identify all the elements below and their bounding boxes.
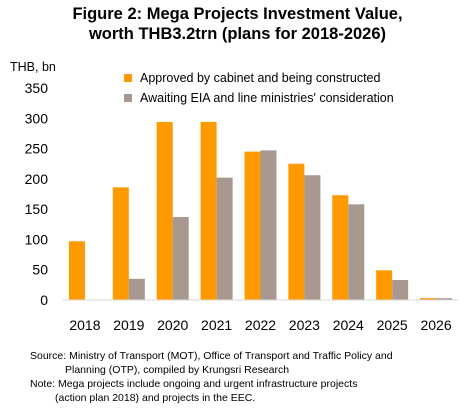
- note-line-1: Note: Mega projects include ongoing and …: [30, 378, 358, 390]
- bar-approved-2024: [332, 195, 349, 300]
- y-tick-label: 200: [25, 171, 49, 187]
- note-line-2: (action plan 2018) and projects in the E…: [55, 392, 256, 404]
- bar-awaiting-2024: [348, 204, 365, 300]
- bar-approved-2023: [288, 163, 305, 300]
- chart-notes: Source: Ministry of Transport (MOT), Off…: [30, 349, 393, 405]
- legend-label-approved: Approved by cabinet and being constructe…: [140, 71, 381, 85]
- y-tick-label: 300: [25, 110, 49, 126]
- bar-awaiting-2019: [128, 278, 145, 300]
- x-tick-label: 2024: [333, 317, 364, 333]
- y-tick-label: 0: [40, 292, 48, 308]
- bar-awaiting-2021: [216, 177, 233, 300]
- bar-awaiting-2026: [436, 298, 453, 300]
- y-tick-label: 250: [25, 141, 49, 157]
- bar-approved-2020: [156, 121, 173, 300]
- chart-title: Figure 2: Mega Projects Investment Value…: [0, 4, 475, 44]
- bar-approved-2018: [68, 241, 85, 300]
- y-tick-label: 150: [25, 201, 49, 217]
- bar-approved-2019: [112, 187, 129, 300]
- y-tick-label: 350: [25, 80, 49, 96]
- legend-label-awaiting: Awaiting EIA and line ministries' consid…: [140, 91, 394, 105]
- bar-approved-2025: [376, 270, 393, 300]
- chart-title-line-2: worth THB3.2trn (plans for 2018-2026): [88, 25, 387, 43]
- x-tick-label: 2026: [420, 317, 451, 333]
- source-line-2: Planning (OTP), compiled by Krungsri Res…: [65, 364, 290, 376]
- y-tick-label: 100: [25, 231, 49, 247]
- x-tick-label: 2025: [377, 317, 408, 333]
- x-tick-label: 2020: [157, 317, 188, 333]
- legend-item-awaiting: Awaiting EIA and line ministries' consid…: [124, 88, 394, 108]
- x-tick-label: 2021: [201, 317, 232, 333]
- x-tick-label: 2018: [69, 317, 100, 333]
- bar-approved-2022: [244, 151, 261, 300]
- legend-item-approved: Approved by cabinet and being constructe…: [124, 68, 394, 88]
- bar-approved-2026: [420, 298, 437, 300]
- x-tick-label: 2022: [245, 317, 276, 333]
- bar-awaiting-2020: [172, 217, 189, 300]
- x-tick-label: 2019: [113, 317, 144, 333]
- legend-swatch-approved: [124, 74, 132, 82]
- bar-awaiting-2025: [392, 280, 409, 300]
- y-axis-unit-label: THB, bn: [10, 60, 56, 74]
- x-tick-label: 2023: [289, 317, 320, 333]
- chart-legend: Approved by cabinet and being constructe…: [124, 68, 394, 108]
- bar-approved-2021: [200, 121, 217, 300]
- source-line-1: Source: Ministry of Transport (MOT), Off…: [30, 350, 393, 362]
- chart-title-line-1: Figure 2: Mega Projects Investment Value…: [72, 5, 403, 23]
- y-tick-label: 50: [32, 262, 48, 278]
- legend-swatch-awaiting: [124, 94, 132, 102]
- bar-awaiting-2023: [304, 175, 321, 300]
- bar-awaiting-2022: [260, 150, 277, 300]
